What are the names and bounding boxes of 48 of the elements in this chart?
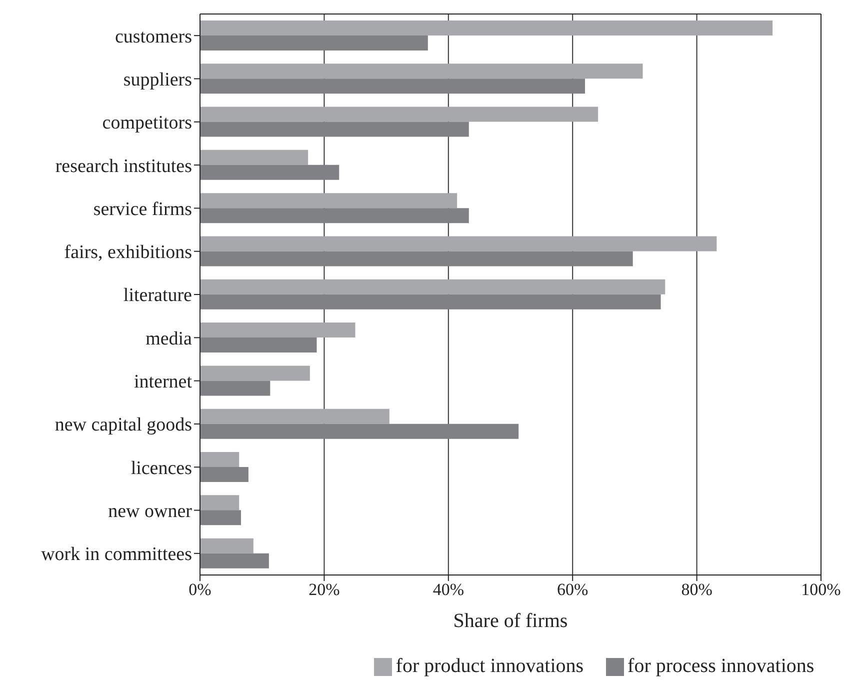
y-tick-label: media xyxy=(146,328,193,350)
bar xyxy=(200,366,310,381)
y-tick-label: literature xyxy=(123,285,192,306)
bar xyxy=(200,322,356,338)
legend-label: for process innovations xyxy=(628,655,814,677)
bar xyxy=(200,251,633,266)
bar xyxy=(200,279,666,294)
bar xyxy=(200,495,240,510)
bar xyxy=(200,236,717,252)
bar xyxy=(200,78,586,94)
x-axis-title: Share of firms xyxy=(453,610,568,632)
legend-label: for product innovations xyxy=(396,655,584,677)
bar xyxy=(200,452,240,468)
x-tick-label: 0% xyxy=(188,580,212,600)
bar xyxy=(200,106,598,122)
bar xyxy=(200,408,390,424)
bar xyxy=(200,338,317,353)
y-tick-label: customers xyxy=(114,26,192,48)
y-tick-label: licences xyxy=(130,458,192,479)
bar xyxy=(200,208,469,224)
y-tick-label: new owner xyxy=(108,501,193,522)
x-tick-label: 100% xyxy=(801,580,841,600)
y-tick-label: fairs, exhibitions xyxy=(64,242,192,264)
y-tick-label: new capital goods xyxy=(54,414,192,436)
bar xyxy=(200,538,254,554)
y-tick-label: work in committees xyxy=(41,544,192,566)
bar xyxy=(200,164,340,180)
y-tick-label: competitors xyxy=(102,112,192,134)
bar xyxy=(200,35,428,50)
bar xyxy=(200,20,773,36)
bar xyxy=(200,193,458,208)
y-tick-label: suppliers xyxy=(123,69,192,90)
x-tick-label: 80% xyxy=(681,580,712,600)
bar xyxy=(200,380,270,396)
bar xyxy=(200,467,248,482)
x-tick-label: 20% xyxy=(308,580,340,600)
bar xyxy=(200,64,643,79)
bar xyxy=(200,424,519,439)
x-tick-label: 60% xyxy=(557,580,588,600)
bar xyxy=(200,553,269,568)
y-tick-label: research institutes xyxy=(55,156,192,177)
bar xyxy=(200,510,241,526)
y-tick-label: service firms xyxy=(93,198,192,220)
bar xyxy=(200,294,661,310)
bar xyxy=(200,150,308,165)
y-tick-label: internet xyxy=(134,372,193,393)
bar xyxy=(200,122,469,137)
x-tick-label: 40% xyxy=(432,580,464,600)
